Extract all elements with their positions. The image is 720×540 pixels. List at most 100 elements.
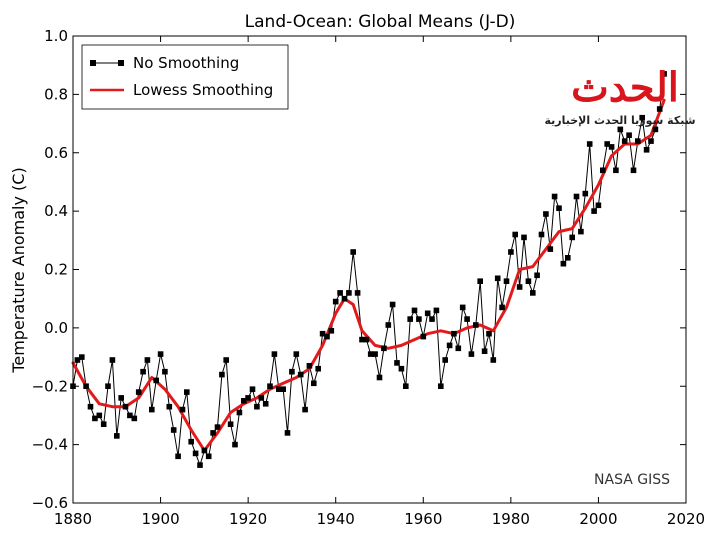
data-point: [508, 249, 514, 255]
x-tick-label: 1960: [404, 510, 442, 528]
data-point: [122, 403, 129, 410]
data-point: [473, 322, 479, 328]
data-point: [630, 167, 637, 174]
data-point: [267, 383, 273, 389]
data-point: [157, 351, 164, 357]
data-point: [639, 114, 645, 121]
data-point: [613, 167, 619, 174]
data-point: [547, 246, 554, 252]
data-point: [131, 415, 138, 422]
data-point: [280, 386, 286, 392]
data-point: [578, 228, 584, 235]
data-point: [332, 298, 339, 305]
data-point: [258, 395, 265, 401]
data-point: [455, 345, 462, 352]
data-point: [538, 231, 545, 238]
data-point: [556, 205, 562, 211]
data-point: [79, 354, 85, 360]
data-point: [219, 371, 225, 378]
data-point: [297, 371, 304, 378]
data-point: [118, 395, 124, 401]
data-point: [188, 438, 194, 445]
data-point: [394, 360, 400, 366]
data-point: [464, 316, 470, 322]
y-tick-label: −0.2: [32, 377, 68, 395]
data-point: [245, 395, 251, 401]
data-point: [96, 412, 103, 419]
data-point: [600, 167, 606, 174]
data-point: [438, 383, 444, 389]
data-point: [214, 424, 221, 430]
data-point: [477, 278, 483, 284]
data-point: [403, 383, 409, 389]
data-point: [512, 231, 518, 238]
data-point: [543, 211, 549, 217]
data-point: [398, 365, 405, 372]
data-point: [591, 208, 597, 214]
y-tick-label: 1.0: [44, 27, 68, 45]
credit-annotation: NASA GISS: [594, 472, 670, 488]
data-point: [276, 386, 282, 392]
watermark-subtitle: شبكة سوريا الحدث الإخبارية: [544, 114, 695, 127]
data-point: [530, 290, 536, 296]
data-point: [503, 278, 510, 284]
data-point: [100, 421, 107, 427]
watermark-logo: الحدث شبكة سوريا الحدث الإخبارية: [544, 64, 695, 127]
data-point: [595, 202, 602, 209]
data-point: [262, 401, 269, 407]
data-point: [197, 462, 203, 468]
data-point: [652, 126, 659, 133]
data-point: [525, 278, 532, 284]
data-point: [635, 138, 641, 144]
data-point: [166, 403, 173, 410]
data-point: [442, 357, 448, 363]
no-smoothing-line: [72, 73, 665, 467]
y-tick-label: 0.8: [44, 85, 68, 103]
data-point: [560, 260, 567, 267]
ticks-layer: 1880 1900 1920 1940 1960 1980 2000 2020 1.0 0.8 0.…: [32, 27, 706, 528]
data-point: [490, 357, 497, 363]
data-point: [468, 351, 475, 357]
data-point: [311, 380, 317, 387]
data-point: [149, 406, 155, 413]
legend: No Smoothing Lowess Smoothing: [81, 44, 289, 110]
x-tick-label: 1940: [317, 510, 355, 528]
data-point: [87, 403, 94, 410]
data-point: [293, 351, 300, 357]
data-point: [416, 316, 422, 322]
data-point: [433, 307, 440, 314]
y-tick-label: 0.2: [44, 261, 68, 279]
data-point: [608, 144, 615, 150]
data-point: [135, 389, 142, 395]
legend-no-smoothing-label: No Smoothing: [133, 54, 239, 72]
data-point: [328, 328, 335, 334]
data-point: [114, 433, 120, 439]
y-axis-label: Temperature Anomaly (C): [9, 167, 28, 373]
data-point: [140, 368, 146, 375]
data-point: [341, 295, 348, 302]
y-tick-label: −0.4: [32, 436, 68, 454]
data-point: [389, 301, 396, 308]
data-point: [175, 453, 181, 460]
data-point: [661, 71, 667, 77]
y-tick-label: 0.0: [44, 319, 68, 337]
data-point: [241, 398, 247, 404]
data-point: [105, 383, 111, 389]
legend-lowess-label: Lowess Smoothing: [133, 81, 273, 99]
data-point: [643, 147, 650, 153]
data-point: [127, 412, 133, 419]
data-point: [179, 406, 186, 413]
data-point: [424, 310, 431, 317]
data-point: [184, 389, 190, 395]
data-point: [407, 316, 413, 322]
legend-no-smoothing-marker: [90, 60, 96, 66]
data-point: [205, 453, 212, 460]
data-point: [223, 357, 229, 363]
data-point: [83, 383, 89, 389]
data-point: [521, 234, 527, 241]
data-point: [144, 357, 151, 363]
data-point: [586, 141, 593, 147]
data-point: [227, 421, 234, 427]
data-point: [170, 427, 177, 433]
